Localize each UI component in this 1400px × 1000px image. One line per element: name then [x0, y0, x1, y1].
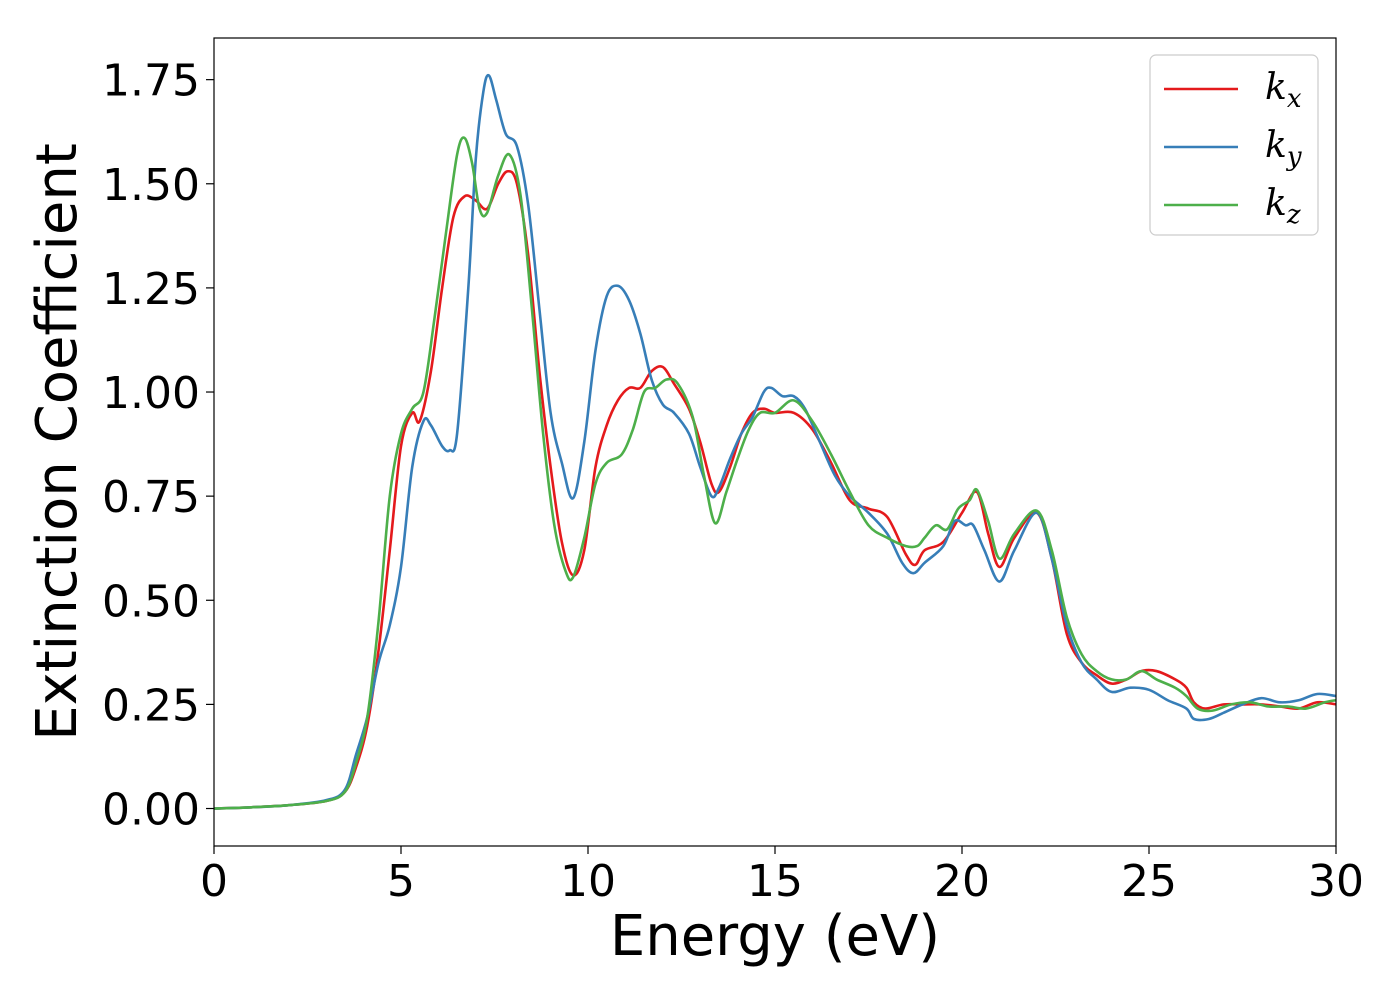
- x-tick-label: 20: [934, 856, 990, 907]
- y-tick-label: 1.75: [102, 56, 200, 107]
- x-tick-label: 10: [560, 856, 616, 907]
- x-tick-label: 0: [200, 856, 228, 907]
- legend-label-base: k: [1265, 125, 1287, 166]
- legend-box: [1149, 54, 1319, 236]
- legend-label-subscript: z: [1286, 200, 1301, 230]
- y-tick-label: 0.25: [102, 680, 200, 731]
- legend-label-z: kz: [1265, 183, 1301, 230]
- series-line-z: [214, 136, 1336, 810]
- legend-label-x: kx: [1265, 67, 1302, 114]
- x-axis-ticks: 0 5 10 15 20 25 30: [200, 846, 1364, 907]
- x-axis-label: Energy (eV): [610, 904, 940, 969]
- x-tick-label: 15: [747, 856, 803, 907]
- x-tick-label: 30: [1308, 856, 1364, 907]
- legend-label-y: ky: [1265, 125, 1302, 172]
- legend-label-base: k: [1265, 67, 1287, 108]
- y-tick-label: 0.75: [102, 472, 200, 523]
- legend-label-subscript: y: [1286, 142, 1302, 172]
- x-tick-label: 25: [1121, 856, 1177, 907]
- series-line-y: [214, 73, 1336, 810]
- legend-label-base: k: [1265, 183, 1287, 224]
- y-tick-label: 0.00: [102, 785, 200, 836]
- y-tick-label: 1.25: [102, 264, 200, 315]
- legend-label-subscript: x: [1287, 84, 1302, 114]
- y-axis-label: Extinction Coefficient: [25, 143, 90, 741]
- y-tick-label: 0.50: [102, 576, 200, 627]
- y-tick-label: 1.00: [102, 368, 200, 419]
- y-tick-label: 1.50: [102, 160, 200, 211]
- series-layer: [214, 73, 1336, 810]
- x-tick-label: 5: [387, 856, 415, 907]
- y-axis-ticks: 0.00 0.25 0.50 0.75 1.00 1.25 1.50 1.75: [102, 56, 214, 836]
